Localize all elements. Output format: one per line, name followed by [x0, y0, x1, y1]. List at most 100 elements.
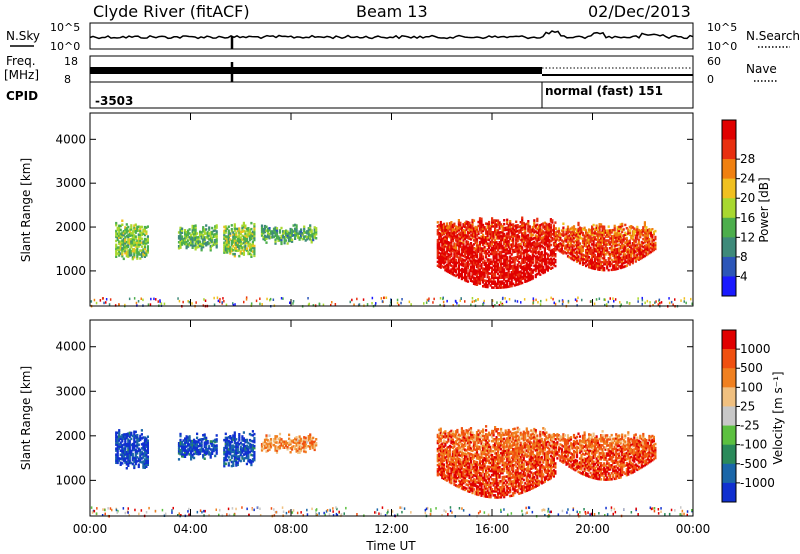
echo-cell — [122, 433, 125, 436]
echo-cell — [492, 248, 495, 252]
echo-cell — [450, 463, 453, 467]
echo-cell — [301, 444, 304, 447]
echo-cell — [491, 217, 494, 220]
echo-cell — [503, 278, 506, 281]
echo-cell — [212, 443, 215, 447]
echo-cell — [457, 226, 460, 230]
echo-cell — [522, 223, 525, 227]
echo-cell — [211, 452, 214, 455]
echo-cell — [187, 438, 190, 441]
echo-cell — [474, 279, 477, 282]
echo-cell — [646, 246, 649, 250]
speckle — [159, 300, 161, 304]
speckle — [660, 301, 663, 304]
echo-cell — [442, 465, 445, 468]
echo-cell — [179, 440, 182, 444]
echo-cell — [238, 455, 241, 458]
echo-cell — [310, 241, 313, 244]
echo-cell — [591, 253, 594, 256]
echo-cell — [235, 438, 238, 441]
speckle — [105, 298, 108, 301]
echo-cell — [453, 467, 456, 470]
echo-cell — [445, 256, 448, 259]
echo-cell — [214, 227, 217, 230]
echo-cell — [262, 441, 265, 445]
speckle — [499, 301, 502, 304]
echo-cell — [648, 241, 651, 245]
echo-cell — [569, 241, 573, 244]
echo-cell — [592, 235, 595, 239]
echo-cell — [554, 235, 557, 238]
echo-cell — [474, 229, 477, 233]
echo-cell — [125, 432, 128, 436]
echo-cell — [436, 449, 439, 453]
echo-cell — [466, 232, 470, 236]
echo-cell — [483, 273, 486, 276]
echo-cell — [444, 255, 447, 258]
echo-cell — [518, 225, 521, 228]
echo-cell — [122, 247, 125, 251]
echo-cell — [294, 439, 297, 442]
echo-cell — [463, 251, 467, 254]
echo-cell — [515, 273, 518, 277]
echo-cell — [648, 228, 651, 231]
echo-cell — [537, 234, 540, 238]
echo-cell — [121, 219, 124, 222]
echo-cell — [462, 233, 465, 236]
echo-cell — [477, 248, 480, 251]
echo-cell — [627, 248, 630, 251]
echo-cell — [142, 466, 145, 469]
echo-cell — [627, 242, 630, 245]
echo-cell — [515, 277, 518, 281]
echo-cell — [190, 445, 193, 449]
echo-cell — [475, 230, 479, 233]
speckle — [452, 304, 454, 307]
echo-cell — [146, 241, 149, 244]
echo-cell — [245, 452, 248, 456]
echo-cell — [540, 244, 543, 248]
speckle — [261, 303, 263, 306]
echo-cell — [465, 261, 468, 265]
echo-cell — [439, 449, 442, 453]
echo-cell — [442, 445, 445, 448]
echo-cell — [474, 251, 477, 254]
echo-cell — [230, 454, 233, 458]
echo-cell — [187, 231, 190, 234]
echo-cell — [202, 243, 205, 247]
echo-cell — [441, 223, 444, 227]
echo-cell — [603, 237, 606, 240]
echo-cell — [248, 238, 251, 242]
echo-cell — [621, 240, 624, 244]
echo-cell — [315, 231, 318, 234]
speckle — [356, 297, 358, 301]
echo-cell — [127, 233, 130, 237]
echo-cell — [486, 236, 489, 239]
echo-cell — [522, 253, 525, 256]
echo-cell — [495, 223, 498, 226]
echo-cell — [591, 262, 594, 266]
echo-cell — [442, 463, 445, 466]
echo-cell — [622, 253, 625, 257]
echo-cell — [472, 254, 476, 258]
echo-cell — [503, 242, 506, 246]
echo-cell — [447, 450, 450, 453]
speckle — [322, 303, 325, 307]
echo-cell — [288, 235, 291, 239]
echo-cell — [597, 252, 600, 255]
echo-cell — [518, 243, 521, 246]
echo-cell — [224, 239, 227, 242]
echo-cell — [282, 236, 285, 239]
echo-cell — [545, 222, 548, 226]
echo-cell — [251, 446, 254, 449]
echo-cell — [548, 248, 551, 252]
echo-cell — [199, 438, 202, 441]
echo-cell — [142, 448, 145, 451]
echo-cell — [504, 266, 507, 269]
echo-cell — [241, 455, 244, 458]
echo-cell — [619, 258, 622, 262]
echo-cell — [194, 442, 197, 445]
echo-cell — [597, 250, 600, 253]
echo-cell — [447, 438, 450, 441]
echo-cell — [244, 238, 247, 241]
echo-cell — [521, 258, 524, 261]
